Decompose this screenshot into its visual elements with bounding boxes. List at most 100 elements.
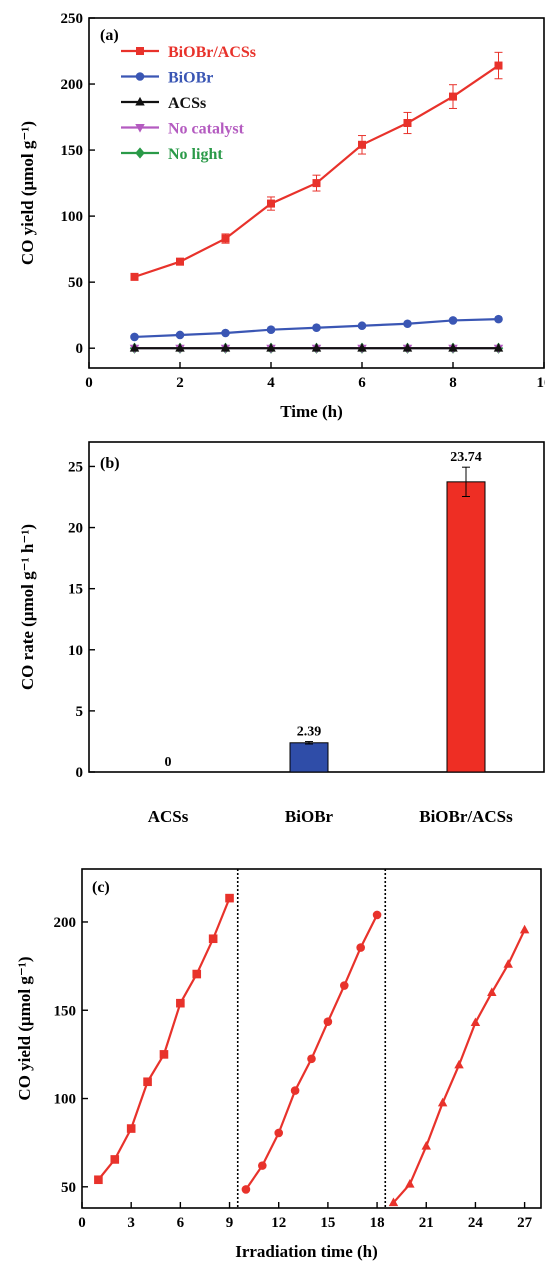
legend-marker	[135, 124, 145, 133]
data-point	[130, 272, 139, 281]
x-tick-label: 15	[320, 1215, 335, 1231]
legend-marker	[135, 147, 145, 159]
y-tick-label: 10	[68, 643, 83, 659]
data-point	[312, 179, 321, 188]
data-point	[494, 61, 503, 70]
y-axis-label: CO yield (μmol g⁻¹)	[15, 956, 34, 1100]
series-2	[129, 343, 504, 352]
data-point	[312, 323, 321, 333]
data-point	[487, 987, 497, 997]
data-point	[339, 981, 349, 990]
y-axis-label: CO rate (μmol g⁻¹ h⁻¹)	[18, 524, 37, 690]
y-tick-label: 100	[61, 209, 84, 225]
data-point	[225, 893, 234, 903]
data-point	[130, 332, 139, 342]
data-point	[403, 319, 412, 329]
x-tick-label: 10	[537, 375, 545, 391]
bar-value-label: 23.74	[450, 450, 482, 465]
y-tick-label: 50	[61, 1180, 76, 1196]
data-point	[94, 1175, 103, 1185]
data-point	[519, 924, 530, 934]
data-point	[470, 1017, 481, 1027]
data-point	[241, 1185, 251, 1194]
data-point	[266, 325, 276, 334]
legend-label: No catalyst	[168, 121, 245, 138]
data-point	[503, 959, 513, 968]
legend-marker	[135, 72, 145, 81]
data-point	[358, 140, 366, 149]
y-tick-label: 200	[54, 915, 77, 931]
category-label: BiOBr	[285, 807, 334, 826]
data-point	[449, 92, 457, 101]
data-point	[176, 998, 185, 1008]
data-point	[448, 343, 458, 352]
data-point	[357, 343, 367, 352]
x-tick-label: 27	[517, 1215, 533, 1231]
data-point	[454, 1059, 464, 1069]
x-axis-label: Irradiation time (h)	[235, 1242, 378, 1261]
data-point	[208, 934, 218, 944]
data-point	[402, 343, 413, 352]
series-line	[245, 914, 379, 1191]
series-1	[130, 314, 503, 342]
data-point	[221, 234, 230, 243]
panel-label: (b)	[100, 455, 120, 472]
cycle-1	[94, 893, 234, 1185]
x-tick-label: 0	[85, 375, 93, 391]
y-axis-label: CO yield (μmol g⁻¹)	[18, 121, 37, 265]
y-tick-label: 15	[68, 582, 83, 598]
y-tick-label: 5	[76, 704, 84, 720]
panel-c-frame	[81, 868, 542, 1209]
data-point	[175, 343, 185, 352]
data-point	[356, 943, 365, 952]
x-axis-label: Time (h)	[280, 402, 343, 421]
x-tick-label: 12	[271, 1215, 286, 1231]
data-point	[372, 910, 382, 920]
y-tick-label: 0	[76, 765, 84, 781]
x-tick-label: 18	[370, 1215, 385, 1231]
data-point	[493, 343, 504, 352]
data-point	[421, 1141, 431, 1150]
x-tick-label: 3	[127, 1215, 135, 1231]
data-point	[258, 1161, 267, 1170]
legend-label: ACSs	[168, 95, 206, 112]
data-point	[323, 1017, 333, 1027]
data-point	[274, 1128, 284, 1138]
data-point	[221, 328, 230, 338]
legend-marker	[135, 96, 145, 106]
y-tick-label: 25	[68, 459, 83, 475]
y-tick-label: 100	[54, 1092, 77, 1108]
data-point	[143, 1077, 152, 1087]
category-label: ACSs	[148, 807, 189, 826]
y-tick-label: 150	[54, 1003, 77, 1019]
x-tick-label: 6	[177, 1215, 185, 1231]
data-point	[266, 343, 276, 352]
bar	[446, 481, 486, 773]
data-point	[175, 330, 185, 340]
bar-value-label: 2.39	[297, 725, 322, 740]
data-point	[129, 343, 140, 352]
data-point	[437, 1097, 448, 1107]
data-point	[311, 343, 322, 352]
y-tick-label: 50	[68, 275, 83, 291]
data-point	[126, 1124, 136, 1133]
panel-label: (c)	[92, 879, 110, 896]
x-tick-label: 6	[358, 375, 366, 391]
bar-value-label: 0	[165, 755, 172, 770]
data-point	[307, 1054, 316, 1064]
data-point	[388, 1197, 399, 1207]
data-point	[403, 119, 412, 127]
data-point	[448, 316, 458, 325]
data-point	[110, 1155, 120, 1164]
panel-label: (a)	[100, 27, 119, 44]
category-label: BiOBr/ACSs	[419, 807, 513, 826]
y-tick-label: 150	[61, 143, 84, 159]
data-point	[267, 199, 275, 208]
x-tick-label: 0	[78, 1215, 86, 1231]
x-tick-label: 2	[176, 375, 184, 391]
legend-marker	[136, 47, 144, 55]
x-tick-label: 21	[419, 1215, 434, 1231]
panel-a-frame	[88, 17, 545, 369]
data-point	[159, 1050, 169, 1059]
